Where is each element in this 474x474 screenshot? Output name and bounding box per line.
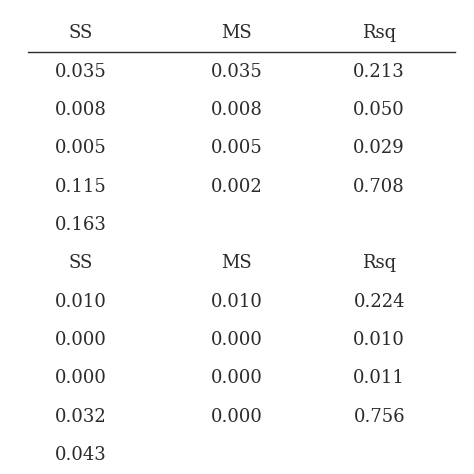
Text: 0.029: 0.029 (353, 139, 405, 157)
Text: Rsq: Rsq (362, 254, 396, 272)
Text: 0.163: 0.163 (55, 216, 107, 234)
Text: 0.005: 0.005 (55, 139, 107, 157)
Text: 0.008: 0.008 (211, 101, 263, 119)
Text: SS: SS (68, 24, 93, 42)
Text: 0.050: 0.050 (353, 101, 405, 119)
Text: 0.010: 0.010 (353, 331, 405, 349)
Text: 0.010: 0.010 (55, 292, 107, 310)
Text: 0.224: 0.224 (354, 292, 405, 310)
Text: 0.035: 0.035 (211, 63, 263, 81)
Text: Rsq: Rsq (362, 24, 396, 42)
Text: SS: SS (68, 254, 93, 272)
Text: 0.000: 0.000 (55, 331, 107, 349)
Text: 0.708: 0.708 (353, 178, 405, 196)
Text: 0.000: 0.000 (211, 369, 263, 387)
Text: 0.032: 0.032 (55, 408, 107, 426)
Text: MS: MS (222, 24, 252, 42)
Text: 0.115: 0.115 (55, 178, 107, 196)
Text: 0.000: 0.000 (211, 408, 263, 426)
Text: 0.011: 0.011 (353, 369, 405, 387)
Text: 0.008: 0.008 (55, 101, 107, 119)
Text: 0.000: 0.000 (211, 331, 263, 349)
Text: 0.005: 0.005 (211, 139, 263, 157)
Text: 0.002: 0.002 (211, 178, 263, 196)
Text: 0.010: 0.010 (211, 292, 263, 310)
Text: 0.043: 0.043 (55, 446, 107, 464)
Text: 0.000: 0.000 (55, 369, 107, 387)
Text: 0.756: 0.756 (354, 408, 405, 426)
Text: 0.035: 0.035 (55, 63, 107, 81)
Text: MS: MS (222, 254, 252, 272)
Text: 0.213: 0.213 (353, 63, 405, 81)
